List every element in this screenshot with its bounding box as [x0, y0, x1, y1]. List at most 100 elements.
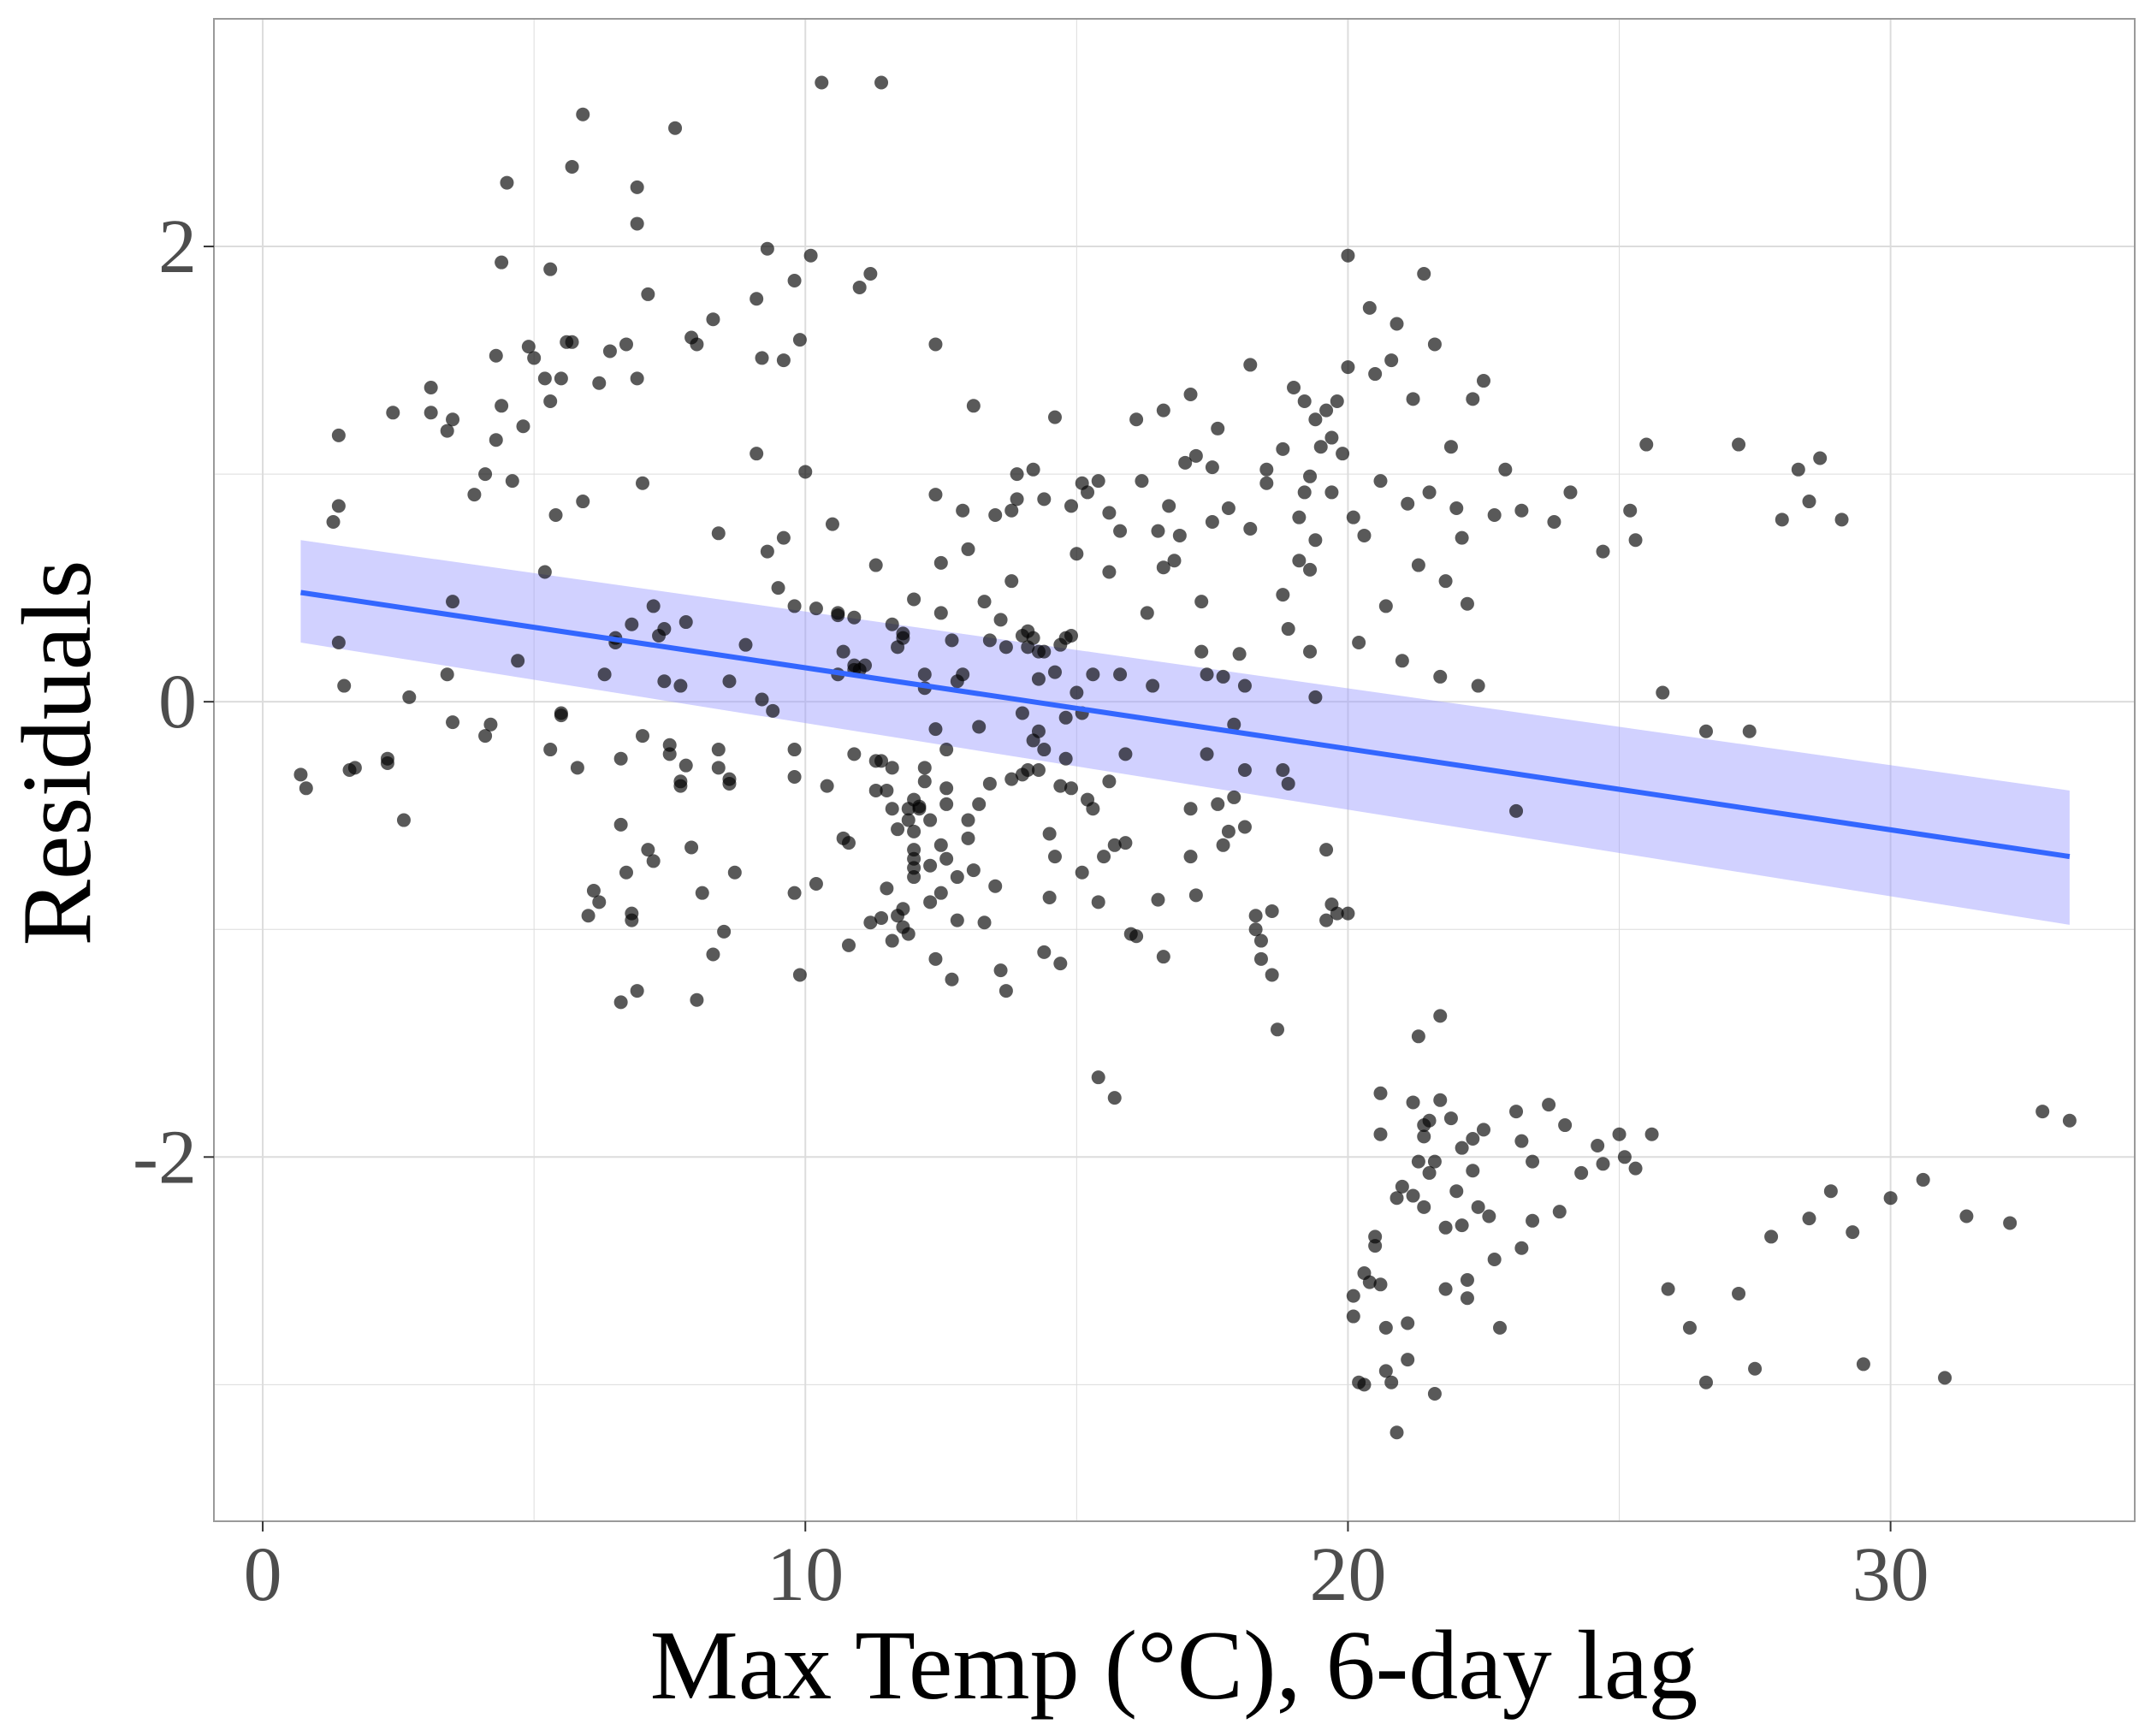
data-point: [489, 433, 503, 447]
data-point: [1183, 850, 1198, 864]
data-point: [874, 75, 889, 90]
data-point: [1487, 508, 1502, 523]
data-point: [1162, 499, 1176, 513]
data-point: [798, 465, 813, 479]
trend-line-layer: [300, 590, 2071, 860]
data-point: [554, 708, 568, 723]
data-point: [565, 335, 579, 349]
data-point: [1455, 1218, 1469, 1233]
data-point: [337, 678, 352, 693]
data-point: [760, 544, 774, 559]
x-tick-label: 0: [244, 1532, 282, 1617]
data-point: [880, 881, 894, 896]
data-point: [446, 595, 460, 609]
data-point: [331, 636, 346, 650]
data-point: [543, 743, 558, 757]
data-point: [923, 858, 938, 873]
data-point: [673, 678, 688, 693]
data-point: [993, 613, 1008, 627]
points-layer: [293, 75, 2077, 1440]
data-point: [1086, 802, 1100, 816]
data-point: [847, 610, 862, 625]
data-point: [673, 774, 688, 789]
data-point: [776, 353, 791, 368]
data-point: [1411, 1029, 1425, 1044]
data-point: [1395, 1179, 1409, 1194]
data-point: [347, 761, 362, 775]
data-point: [1498, 462, 1513, 477]
data-point: [880, 783, 894, 797]
data-point: [1308, 690, 1323, 704]
data-point: [581, 909, 596, 923]
data-point: [1378, 1320, 1393, 1335]
data-point: [1357, 1378, 1372, 1392]
data-point: [956, 503, 970, 518]
data-point: [1476, 374, 1490, 388]
data-point: [1856, 1357, 1870, 1372]
data-point: [2062, 1113, 2077, 1128]
data-point: [1362, 1275, 1377, 1289]
data-point: [1449, 501, 1464, 516]
data-point: [1113, 524, 1128, 538]
data-point: [1303, 562, 1318, 577]
data-point: [1097, 850, 1111, 864]
x-tick-label: 10: [767, 1532, 844, 1617]
data-point: [1455, 530, 1469, 545]
data-point: [1732, 1286, 1746, 1301]
data-point: [402, 690, 417, 704]
confidence-band-layer: [300, 540, 2070, 925]
data-point: [885, 617, 899, 631]
data-point: [1438, 574, 1453, 589]
data-point: [619, 865, 633, 880]
data-point: [478, 467, 493, 482]
data-point: [1802, 1212, 1816, 1226]
data-point: [1443, 1111, 1458, 1126]
data-point: [950, 870, 964, 885]
data-point: [1047, 850, 1062, 864]
data-point: [516, 419, 530, 434]
data-point: [1188, 888, 1203, 903]
data-point: [1373, 1127, 1388, 1141]
data-point: [711, 761, 726, 775]
data-point: [1487, 1253, 1502, 1267]
data-point: [1623, 503, 1638, 518]
data-point: [1791, 462, 1805, 477]
data-point: [1156, 560, 1170, 575]
data-point: [809, 601, 823, 616]
data-point: [695, 886, 709, 900]
data-point: [939, 781, 954, 796]
data-point: [1107, 1091, 1122, 1105]
data-point: [1471, 678, 1485, 693]
data-point: [760, 241, 774, 256]
data-point: [1591, 1139, 1605, 1152]
data-point: [1460, 1291, 1474, 1306]
data-point: [1070, 685, 1084, 700]
data-point: [613, 751, 628, 766]
data-point: [326, 514, 341, 529]
data-point: [917, 774, 932, 789]
data-point: [1596, 1157, 1610, 1171]
data-point: [576, 107, 590, 121]
data-point: [662, 747, 677, 761]
data-point: [1438, 1220, 1453, 1235]
data-point: [1042, 827, 1057, 841]
data-point: [1417, 1129, 1431, 1144]
data-point: [787, 273, 802, 287]
data-point: [787, 769, 802, 784]
trend-line: [300, 590, 2071, 860]
data-point: [825, 517, 839, 531]
data-point: [928, 951, 943, 966]
data-point: [331, 499, 346, 513]
data-point: [933, 838, 948, 852]
data-point: [1558, 1118, 1573, 1133]
data-point: [1346, 510, 1360, 524]
data-point: [1346, 1309, 1360, 1324]
data-point: [478, 729, 493, 744]
data-point: [1346, 1289, 1360, 1303]
data-point: [1151, 524, 1165, 538]
data-point: [939, 851, 954, 866]
data-point: [1742, 724, 1757, 738]
data-point: [766, 703, 780, 718]
data-point: [625, 617, 639, 631]
